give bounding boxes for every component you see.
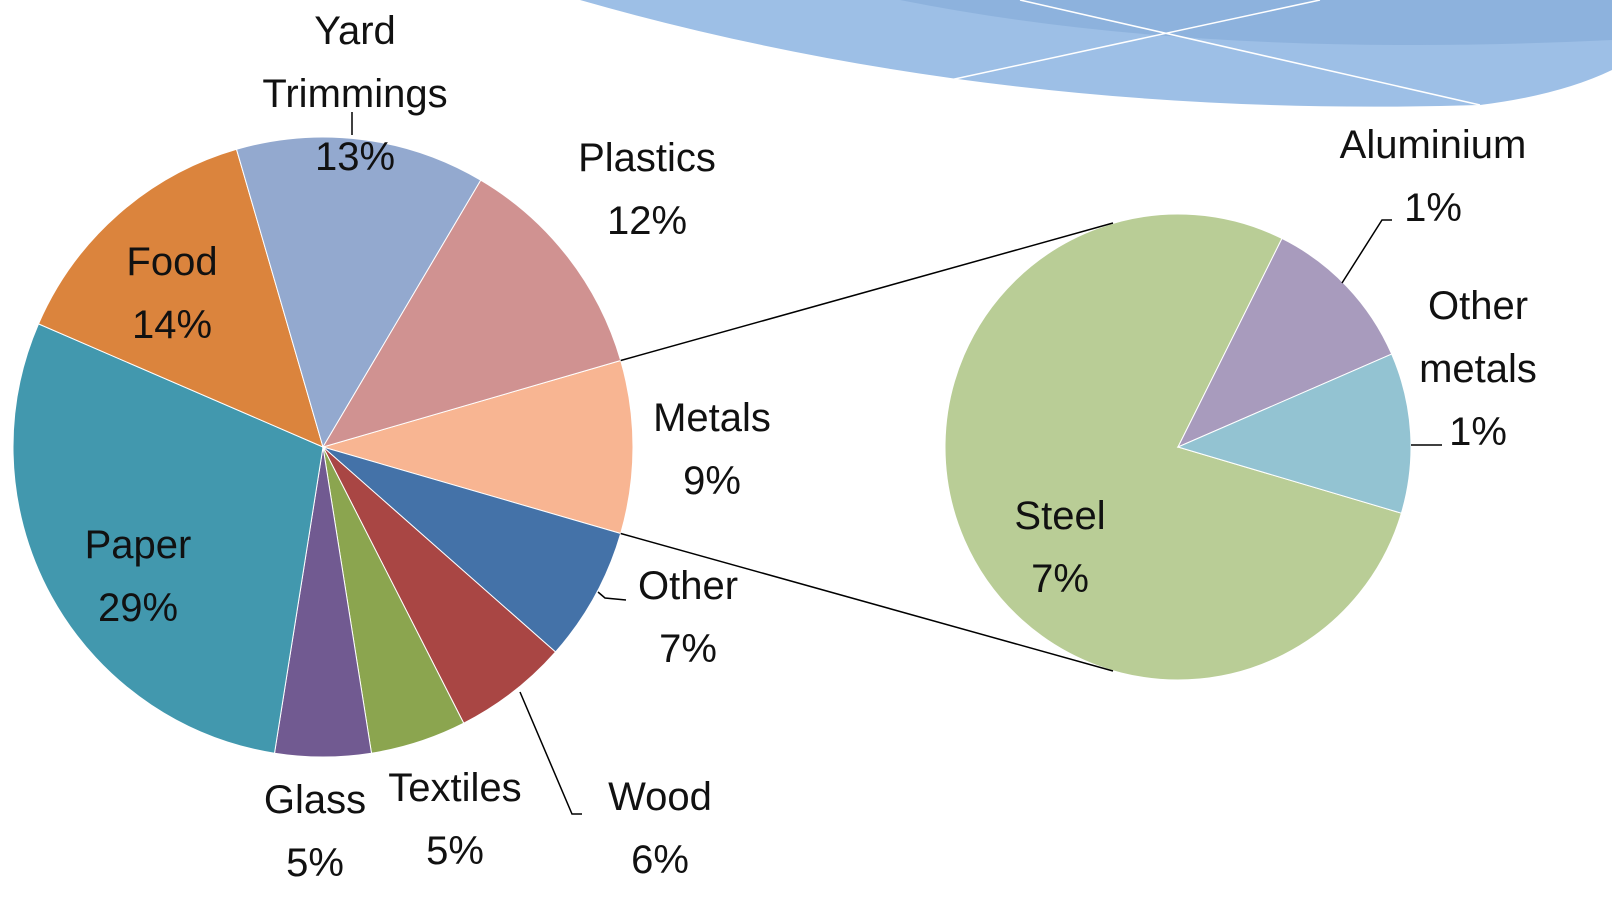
decoration bbox=[580, 0, 1612, 107]
value-label: 1% bbox=[1404, 186, 1462, 230]
value-label: 7% bbox=[659, 627, 717, 671]
category-label: Other metals bbox=[1419, 284, 1537, 391]
category-label: Metals bbox=[653, 396, 771, 440]
value-label: 6% bbox=[631, 838, 689, 882]
category-label: Other bbox=[637, 564, 739, 608]
data-label: Paper 29% bbox=[8, 514, 268, 640]
value-label: 5% bbox=[286, 841, 344, 885]
connector-line bbox=[620, 222, 1114, 362]
connectors bbox=[620, 222, 1114, 672]
slices bbox=[12, 136, 1412, 758]
slice bbox=[12, 323, 324, 754]
slice bbox=[1176, 353, 1412, 514]
data-label: Other 7% bbox=[558, 555, 818, 681]
data-label: Plastics 12% bbox=[517, 127, 777, 253]
data-label: Food 14% bbox=[42, 231, 302, 357]
leader-line bbox=[1341, 219, 1392, 284]
value-label: 14% bbox=[131, 303, 213, 347]
data-label: Wood 6% bbox=[530, 766, 790, 892]
slice bbox=[1176, 237, 1393, 449]
value-label: 1% bbox=[1449, 410, 1507, 454]
slice bbox=[322, 446, 622, 653]
slice bbox=[321, 179, 622, 448]
value-label: 13% bbox=[314, 135, 396, 179]
category-label: Plastics bbox=[578, 136, 716, 180]
data-label: Other metals 1% bbox=[1393, 275, 1563, 464]
category-label: Steel bbox=[1014, 494, 1106, 538]
data-label: Steel 7% bbox=[930, 485, 1190, 611]
category-label: Wood bbox=[608, 775, 712, 819]
category-label: Food bbox=[126, 240, 218, 284]
data-label: Yard Trimmings 13% bbox=[225, 0, 485, 189]
data-label: Metals 9% bbox=[582, 387, 842, 513]
slice bbox=[37, 148, 324, 448]
slice bbox=[235, 136, 482, 449]
wave bbox=[900, 0, 1612, 45]
slice bbox=[321, 359, 634, 535]
category-label: Paper bbox=[84, 523, 192, 567]
leader-line bbox=[597, 591, 627, 601]
value-label: 5% bbox=[426, 829, 484, 873]
data-label: Glass 5% bbox=[185, 769, 445, 895]
category-label: Textiles bbox=[388, 766, 522, 810]
leader-lines bbox=[351, 112, 1442, 815]
category-label: Glass bbox=[263, 778, 367, 822]
connector-line bbox=[620, 532, 1114, 672]
slice bbox=[944, 213, 1403, 681]
data-label: Textiles 5% bbox=[325, 757, 585, 883]
value-label: 29% bbox=[97, 586, 179, 630]
value-label: 12% bbox=[606, 199, 688, 243]
value-label: 7% bbox=[1031, 557, 1089, 601]
category-label: Aluminium bbox=[1339, 123, 1527, 167]
value-label: 9% bbox=[683, 459, 741, 503]
category-label: Yard Trimmings bbox=[262, 9, 448, 116]
leader-line bbox=[519, 691, 582, 815]
data-label: Aluminium 1% bbox=[1303, 114, 1563, 240]
wave-line bbox=[949, 0, 1481, 106]
